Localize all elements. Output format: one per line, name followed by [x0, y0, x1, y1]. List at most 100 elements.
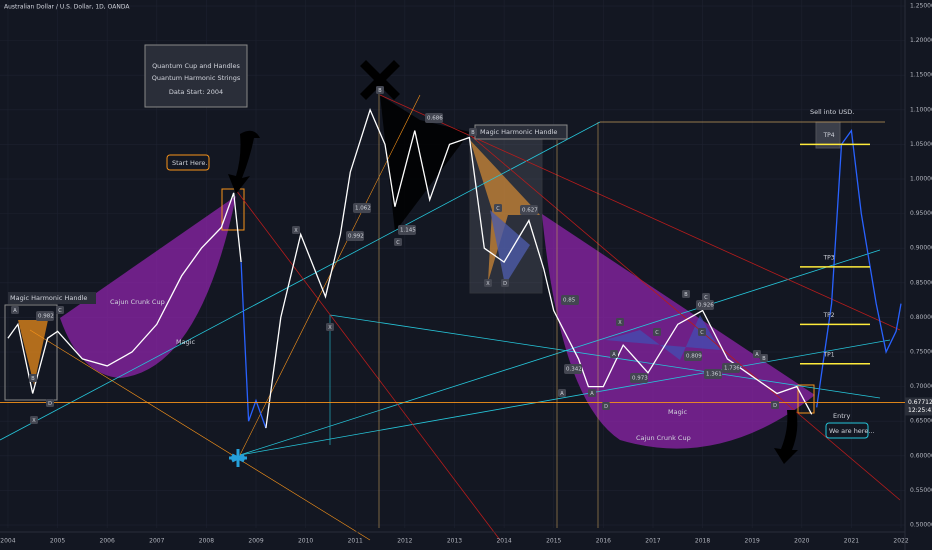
value-box — [425, 113, 443, 123]
value-label: 0.809 — [686, 354, 702, 360]
harmonic-pattern — [330, 95, 470, 315]
value-label: 0.982 — [38, 314, 54, 320]
target-label: TP4 — [822, 132, 834, 139]
box — [221, 188, 245, 231]
point-label: A — [755, 352, 759, 358]
countdown: 12:25:41 — [908, 407, 932, 414]
point-label: D — [773, 403, 777, 409]
point-box — [610, 350, 618, 358]
value-box — [346, 231, 364, 241]
annotation: Cajun Crunk Cup — [110, 298, 165, 306]
callout — [825, 422, 869, 439]
price-tag-label: 0.67712 — [908, 399, 932, 406]
point-label: X — [294, 228, 298, 234]
plot: TP1 TP2 TP3 TP4 — [7, 107, 902, 429]
value-box — [704, 369, 722, 379]
arrow-icon — [774, 410, 798, 464]
annotation: Entry — [833, 412, 850, 420]
point-box — [602, 402, 610, 410]
box — [469, 137, 543, 294]
x-tick-label: 2010 — [298, 538, 313, 545]
value-label: 1.145 — [400, 228, 416, 234]
annotation: Magic — [176, 338, 196, 346]
chart-title: Australian Dollar / U.S. Dollar, 1D, OAN… — [4, 4, 130, 11]
point-label: A — [612, 352, 616, 358]
arrow-icon — [228, 130, 260, 194]
price-tag — [905, 397, 932, 416]
value-box — [36, 311, 54, 321]
value-box — [696, 300, 714, 310]
value-label: 0.85 — [563, 298, 576, 304]
value-label: 1.736 — [724, 366, 740, 372]
x-tick-label: 2005 — [50, 538, 65, 545]
value-label: 0.627 — [522, 208, 538, 214]
point-box — [29, 374, 37, 382]
point-label: A — [13, 308, 17, 314]
point-label: D — [604, 404, 608, 410]
point-label: X — [618, 320, 622, 326]
trend-line — [329, 314, 881, 399]
value-label: 0.926 — [698, 303, 714, 309]
point-label: D — [48, 401, 52, 407]
x-tick-label: 2006 — [100, 538, 115, 545]
value-label: 0.973 — [632, 376, 648, 382]
point-label: C — [496, 206, 500, 212]
x-tick-label: 2007 — [149, 538, 164, 545]
x-tick-label: 2022 — [893, 538, 908, 545]
value-box — [722, 363, 740, 373]
trend-line — [29, 329, 371, 541]
point-box — [616, 318, 624, 326]
box — [4, 304, 58, 401]
y-tick-label: 1.00000 — [910, 176, 932, 183]
value-label: 1.062 — [355, 206, 371, 212]
point-box — [30, 416, 38, 424]
point-label: X — [328, 325, 332, 331]
point-label: A — [560, 391, 564, 397]
point-box — [760, 354, 768, 362]
x-tick-label: 2020 — [794, 538, 809, 545]
x-tick-label: 2013 — [447, 538, 462, 545]
x-tick-label: 2016 — [596, 538, 611, 545]
box — [797, 384, 815, 414]
info-line: Quantum Cup and Handles — [152, 62, 240, 70]
point-label: X — [486, 281, 490, 287]
point-box — [394, 238, 402, 246]
value-box — [353, 203, 371, 213]
trend-line — [239, 339, 891, 456]
point-box — [702, 293, 710, 301]
point-box — [326, 323, 334, 331]
annotation: Start Here. — [172, 159, 207, 167]
value-box — [520, 205, 538, 215]
point-label: C — [704, 295, 708, 301]
y-tick-label: 1.25000 — [910, 3, 932, 10]
point-box — [56, 306, 64, 314]
point-box — [653, 328, 661, 336]
x-tick-label: 2009 — [248, 538, 263, 545]
point-box — [469, 128, 477, 136]
x-tick-label: 2015 — [546, 538, 561, 545]
callout — [166, 154, 210, 171]
point-box — [698, 328, 706, 336]
x-tick-label: 2018 — [695, 538, 710, 545]
target-label: TP1 — [822, 351, 834, 358]
point-box — [484, 279, 492, 287]
y-tick-label: 0.95000 — [910, 210, 932, 217]
y-tick-label: 1.15000 — [910, 72, 932, 79]
y-tick-label: 1.20000 — [910, 37, 932, 44]
x-tick-label: 2004 — [0, 538, 15, 545]
trend-line — [379, 94, 901, 331]
point-label: B — [378, 88, 382, 94]
price-line — [7, 192, 242, 394]
point-label: B — [31, 376, 35, 382]
point-label: C — [396, 240, 400, 246]
annotation: Magic — [668, 408, 688, 416]
target-label: TP3 — [822, 254, 834, 261]
point-box — [682, 290, 690, 298]
